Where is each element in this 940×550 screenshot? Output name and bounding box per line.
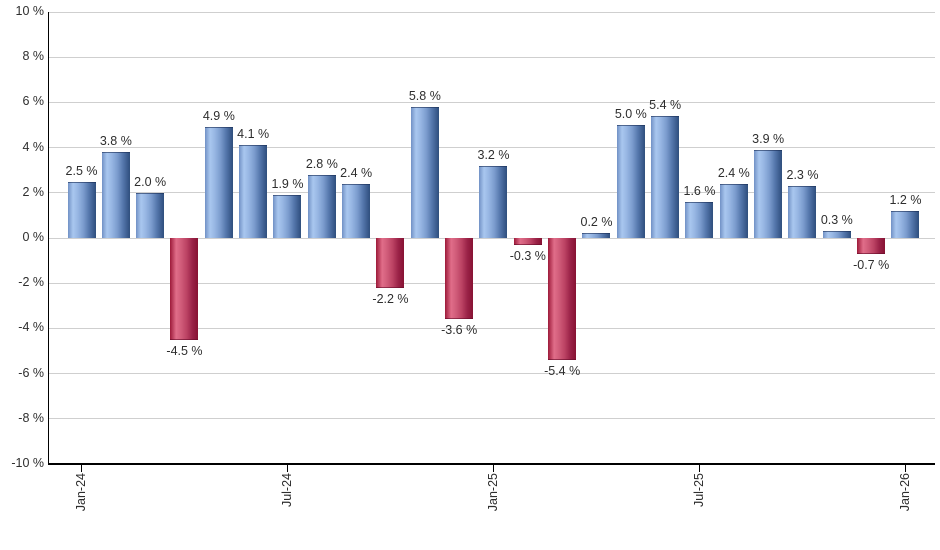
gridline--4pct xyxy=(49,327,935,329)
bar-Jun-24 xyxy=(239,145,268,238)
bar-Dec-25 xyxy=(857,238,886,254)
bar-Jan-25 xyxy=(479,165,508,238)
y-axis-tick-label: 0 % xyxy=(22,230,44,244)
bar-value-label-Feb-25: -0.3 % xyxy=(509,248,546,263)
x-axis-tick-mark xyxy=(698,464,701,472)
gridline--2pct xyxy=(49,282,935,284)
bar-value-label-Mar-25: -5.4 % xyxy=(544,364,581,379)
bar-value-label-Nov-24: 5.8 % xyxy=(408,88,441,103)
bar-value-label-Dec-24: -3.6 % xyxy=(441,323,478,338)
bar-value-label-Jan-25: 3.2 % xyxy=(477,147,510,162)
bar-Oct-25 xyxy=(788,186,817,238)
x-axis-tick-label: Jul-25 xyxy=(691,473,706,508)
gridline--6pct xyxy=(49,373,935,375)
bar-value-label-Nov-25: 0.3 % xyxy=(820,213,853,228)
x-axis-line xyxy=(47,463,935,465)
bar-Jul-24 xyxy=(273,195,302,238)
bar-Aug-24 xyxy=(307,174,336,238)
bar-Jan-24 xyxy=(67,181,96,238)
bar-value-label-Apr-25: 0.2 % xyxy=(580,215,613,230)
x-axis-tick-mark xyxy=(80,464,83,472)
x-axis-tick-label: Jul-24 xyxy=(279,473,294,508)
bar-value-label-Sep-24: 2.4 % xyxy=(340,165,373,180)
bar-value-label-Feb-24: 3.8 % xyxy=(99,134,132,149)
gridline--8pct xyxy=(49,418,935,420)
bar-Feb-25 xyxy=(513,238,542,245)
gridline-4pct xyxy=(49,147,935,149)
y-axis-tick-label: -4 % xyxy=(18,320,44,335)
bar-value-label-Oct-25: 2.3 % xyxy=(786,168,819,183)
bar-value-label-Jan-24: 2.5 % xyxy=(65,163,98,178)
y-axis-tick-label: 2 % xyxy=(22,184,44,199)
bar-Mar-25 xyxy=(548,238,577,361)
bar-value-label-Jan-26: 1.2 % xyxy=(889,192,922,207)
bar-Aug-25 xyxy=(719,183,748,238)
bar-Oct-24 xyxy=(376,238,405,288)
x-axis-tick-mark xyxy=(492,464,495,472)
y-axis-tick-label: -6 % xyxy=(18,365,44,380)
gridline-10pct xyxy=(49,11,935,13)
x-axis-tick-label: Jan-25 xyxy=(485,473,500,512)
bar-value-label-Mar-24: 2.0 % xyxy=(134,174,167,189)
y-axis-tick-label: 6 % xyxy=(22,94,44,109)
bar-Apr-25 xyxy=(582,233,611,238)
bar-Dec-24 xyxy=(445,238,474,320)
gridline-8pct xyxy=(49,56,935,58)
bar-May-24 xyxy=(204,127,233,238)
y-axis-tick-label: 8 % xyxy=(22,49,44,64)
gridline-0pct xyxy=(49,237,935,239)
bar-May-25 xyxy=(616,125,645,238)
y-axis-tick-label: 10 % xyxy=(15,4,45,18)
x-axis-tick-mark xyxy=(904,464,907,472)
x-axis-tick-label: Jan-26 xyxy=(897,473,912,512)
bar-value-label-May-25: 5.0 % xyxy=(614,107,647,121)
y-axis-tick-label: -8 % xyxy=(18,410,44,425)
bar-Nov-25 xyxy=(822,231,851,238)
x-axis-tick-mark xyxy=(286,464,289,472)
bar-Apr-24 xyxy=(170,238,199,340)
y-axis-tick-label: -2 % xyxy=(18,275,44,290)
bar-value-label-Aug-25: 2.4 % xyxy=(717,165,750,180)
gridline-6pct xyxy=(49,101,935,103)
bar-value-label-May-24: 4.9 % xyxy=(202,109,235,124)
bar-value-label-Apr-24: -4.5 % xyxy=(166,343,203,358)
bar-Nov-24 xyxy=(410,106,439,238)
bar-Jul-25 xyxy=(685,201,714,238)
y-axis-tick-label: 4 % xyxy=(22,139,44,154)
bar-Sep-25 xyxy=(754,149,783,238)
bar-Feb-24 xyxy=(101,152,130,238)
bar-value-label-Aug-24: 2.8 % xyxy=(305,156,338,171)
bar-Jan-26 xyxy=(891,210,920,238)
bar-value-label-Jul-25: 1.6 % xyxy=(683,183,716,198)
bar-Sep-24 xyxy=(342,183,371,238)
bar-Jun-25 xyxy=(651,115,680,238)
bar-value-label-Jun-25: 5.4 % xyxy=(649,97,682,112)
y-axis-tick-label: -10 % xyxy=(11,456,44,470)
bar-value-label-Jun-24: 4.1 % xyxy=(237,127,270,142)
bar-value-label-Sep-25: 3.9 % xyxy=(752,131,785,146)
bar-Mar-24 xyxy=(136,192,165,238)
x-axis-tick-label: Jan-24 xyxy=(74,473,88,512)
bar-value-label-Oct-24: -2.2 % xyxy=(372,291,409,306)
bar-value-label-Dec-25: -0.7 % xyxy=(853,257,890,272)
y-axis-line xyxy=(47,12,50,465)
bar-value-label-Jul-24: 1.9 % xyxy=(271,177,304,192)
